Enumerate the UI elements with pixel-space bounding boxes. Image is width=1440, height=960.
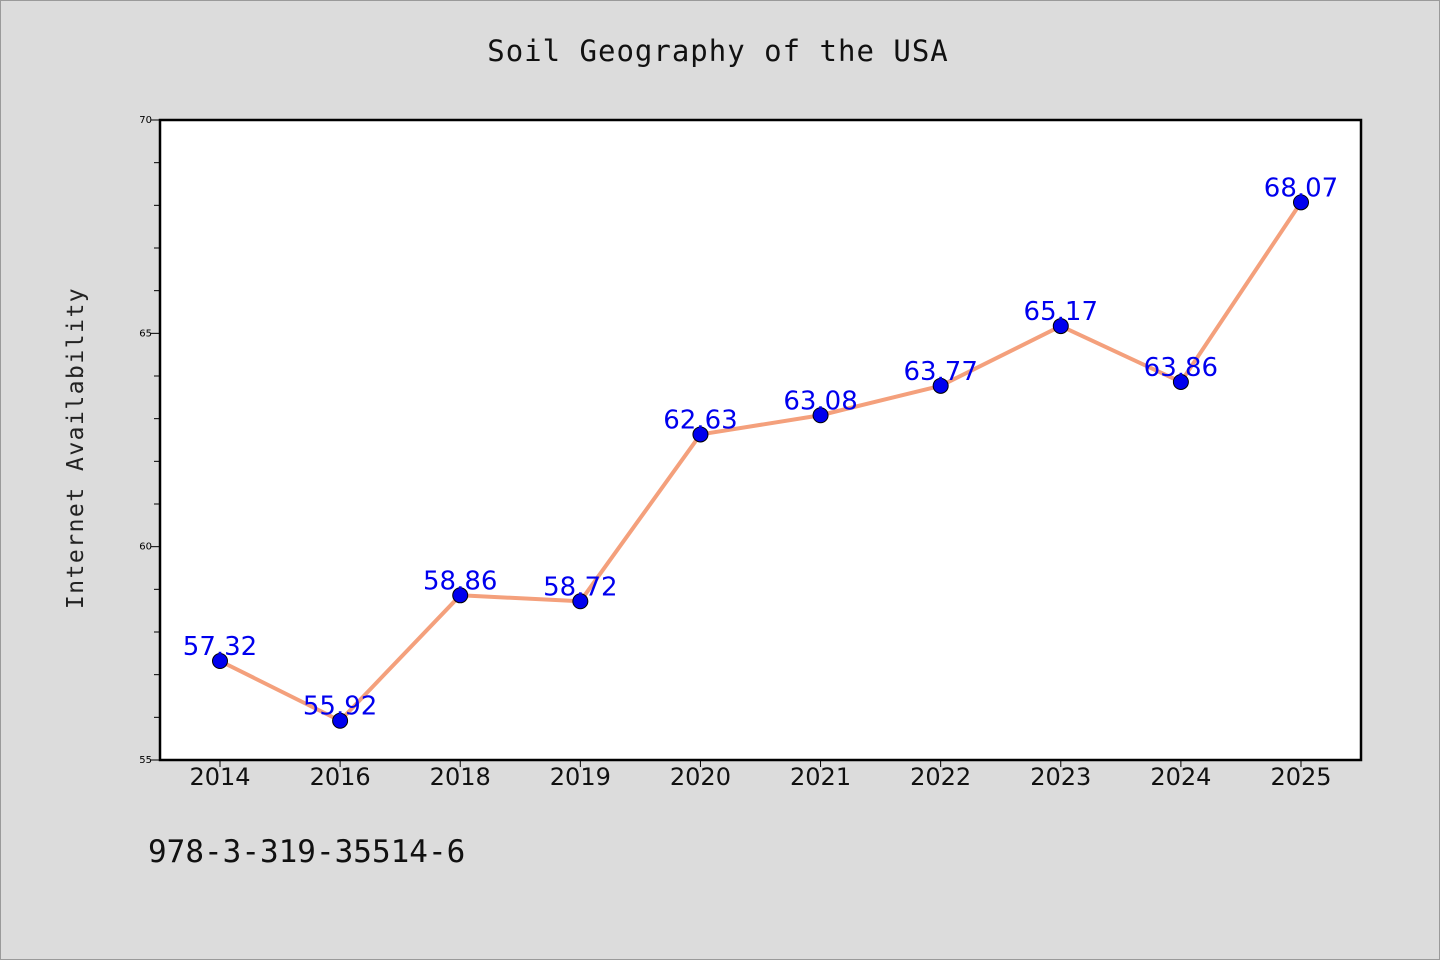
y-tick-label: 55 <box>139 755 152 766</box>
chart-title: Soil Geography of the USA <box>487 34 949 68</box>
data-label: 57.32 <box>183 632 257 662</box>
data-point <box>812 407 829 424</box>
plot-area <box>158 118 1363 762</box>
data-label: 62.63 <box>663 405 737 435</box>
data-point <box>572 593 589 610</box>
y-tick-label: 65 <box>139 328 152 339</box>
x-tick-label: 2020 <box>670 763 731 791</box>
x-tick-label: 2016 <box>310 763 371 791</box>
x-tick-label: 2025 <box>1270 763 1331 791</box>
data-label: 58.86 <box>423 566 497 596</box>
x-tick-label: 2024 <box>1150 763 1211 791</box>
data-point <box>1052 318 1069 335</box>
x-tick-label: 2023 <box>1030 763 1091 791</box>
data-point <box>1172 373 1189 390</box>
data-point <box>452 587 469 604</box>
data-labels-group: 57.32 55.92 58.86 58.72 62.63 63.08 63.77 65.17… <box>183 173 1338 721</box>
data-label: 65.17 <box>1024 297 1098 327</box>
data-point <box>212 653 228 670</box>
data-label: 58.72 <box>543 572 617 602</box>
x-tick-label: 2022 <box>910 763 971 791</box>
data-point <box>932 377 949 394</box>
data-label: 55.92 <box>303 692 377 722</box>
footer-code: 978-3-319-35514-6 <box>148 834 466 870</box>
x-tick-label: 2018 <box>430 763 491 791</box>
x-tick-label: 2021 <box>790 763 851 791</box>
data-label: 63.77 <box>903 357 977 387</box>
data-point <box>332 712 349 729</box>
data-point <box>1293 194 1309 211</box>
x-tick-label: 2014 <box>189 763 250 791</box>
series-line <box>218 200 1303 723</box>
series-line-group <box>218 200 1303 723</box>
markers-group <box>212 194 1309 729</box>
x-tick-label: 2019 <box>550 763 611 791</box>
data-label: 63.08 <box>783 386 857 416</box>
y-tick-label: 60 <box>139 542 152 553</box>
data-label: 68.07 <box>1264 173 1338 203</box>
data-point <box>692 426 709 443</box>
data-label: 63.86 <box>1144 353 1218 383</box>
y-tick-label: 70 <box>139 115 152 126</box>
y-axis: 55 60 65 70 <box>139 115 160 766</box>
x-axis: 2014 2016 2018 2019 2020 2021 2022 2023 2024 2025 <box>189 760 1332 791</box>
